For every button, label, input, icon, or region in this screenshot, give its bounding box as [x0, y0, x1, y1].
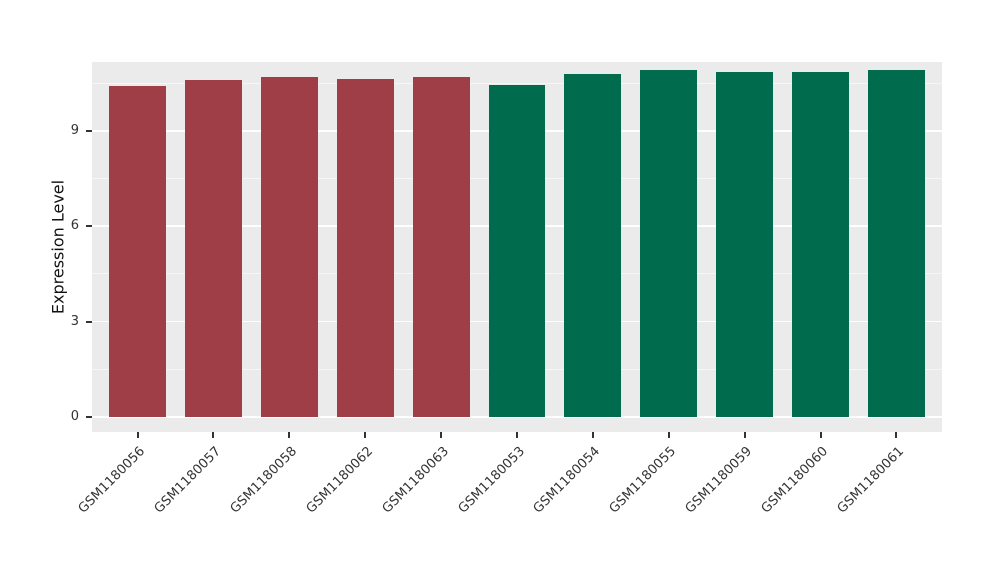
y-axis: 0 3 6 9 [0, 62, 92, 432]
y-tick-mark [86, 320, 92, 323]
x-tick-mark [743, 432, 746, 438]
bar [336, 78, 394, 417]
bar [868, 70, 925, 417]
x-tick-mark [591, 432, 594, 438]
gridline-minor [92, 82, 942, 84]
bar [488, 85, 546, 417]
x-tick-label: GSM1180058 [227, 444, 300, 517]
bar [716, 71, 774, 417]
y-tick-mark [86, 129, 92, 132]
y-tick-label: 0 [70, 409, 79, 424]
x-tick-mark [516, 432, 518, 438]
gridline-major [92, 416, 942, 418]
y-tick-mark [86, 416, 92, 418]
bar [412, 77, 470, 417]
x-tick-label: GSM1180061 [834, 444, 908, 517]
y-tick-mark [86, 225, 92, 228]
x-tick-mark [819, 432, 822, 438]
x-tick-label: GSM1180056 [75, 444, 149, 517]
bar [260, 77, 318, 417]
x-tick-mark [440, 432, 443, 438]
x-tick-label: GSM1180055 [606, 444, 680, 517]
x-tick-mark [212, 432, 215, 438]
x-tick-mark [895, 432, 898, 438]
bar [184, 79, 242, 417]
x-axis: GSM1180056 GSM1180057 GSM1180058 GSM1180062… [76, 432, 942, 580]
bar [792, 71, 850, 417]
x-tick-label: GSM1180060 [758, 444, 832, 517]
x-tick-mark [288, 432, 291, 438]
bar [564, 73, 622, 417]
plot-panel [92, 62, 942, 432]
x-tick-mark [136, 432, 139, 438]
y-tick-label: 3 [70, 313, 79, 329]
x-tick-label: GSM1180063 [379, 444, 452, 517]
bar [109, 85, 166, 417]
bar [640, 70, 698, 417]
x-tick-label: GSM1180057 [151, 444, 225, 517]
x-tick-label: GSM1180054 [531, 444, 604, 517]
x-tick-mark [667, 432, 670, 438]
y-tick-label: 9 [70, 122, 79, 138]
x-tick-label: GSM1180062 [303, 444, 376, 517]
x-tick-label: GSM1180053 [455, 444, 528, 517]
y-tick-label: 6 [70, 218, 79, 234]
x-tick-label: GSM1180059 [682, 444, 756, 517]
x-tick-mark [364, 432, 367, 438]
